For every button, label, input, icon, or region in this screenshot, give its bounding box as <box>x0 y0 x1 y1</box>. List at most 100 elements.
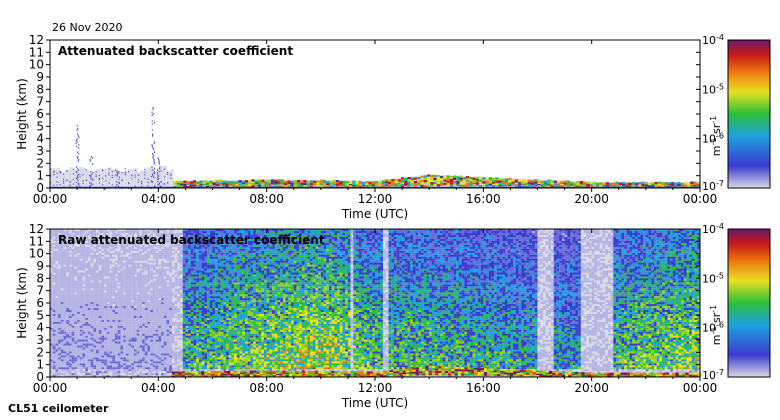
layer-cell <box>304 180 307 182</box>
noise-cell <box>161 304 164 306</box>
noise-cell <box>125 168 126 169</box>
noise-cell <box>88 345 91 347</box>
noise-cell <box>142 263 145 265</box>
noise-cell <box>77 288 80 290</box>
noise-cell <box>129 294 132 296</box>
noise-cell <box>126 312 129 314</box>
layer-cell <box>482 183 485 185</box>
noise-cell <box>177 306 180 308</box>
layer-cell <box>616 184 619 186</box>
noise-cell <box>131 371 134 373</box>
noise-cell <box>107 278 110 280</box>
noise-cell <box>161 268 164 270</box>
noise-cell <box>137 276 140 278</box>
noise-cell <box>123 304 126 306</box>
noise-cell <box>109 182 110 183</box>
noise-cell <box>80 253 83 255</box>
noise-cell <box>137 371 140 373</box>
noise-cell <box>180 355 183 357</box>
noise-cell <box>93 282 96 284</box>
noise-cell <box>66 263 69 265</box>
noise-cell <box>80 296 83 298</box>
noise-cell <box>53 369 56 371</box>
noise-cell <box>58 302 61 304</box>
noise-cell <box>107 371 110 373</box>
noise-cell <box>126 334 129 336</box>
noise-cell <box>99 314 102 316</box>
noise-cell <box>164 355 167 357</box>
noise-cell <box>145 266 148 268</box>
noise-cell <box>164 300 167 302</box>
noise-cell <box>83 255 86 257</box>
noise-cell <box>120 332 123 334</box>
noise-cell <box>74 282 77 284</box>
noise-cell <box>101 322 104 324</box>
noise-cell <box>118 171 119 172</box>
noise-cell <box>80 349 83 351</box>
noise-cell <box>80 257 83 259</box>
noise-cell <box>96 326 99 328</box>
noise-cell <box>107 310 110 312</box>
noise-cell <box>150 353 153 355</box>
noise-cell <box>64 306 67 308</box>
noise-cell <box>101 334 104 336</box>
noise-cell <box>161 341 164 343</box>
spike-cell <box>92 157 93 159</box>
noise-cell <box>129 261 132 263</box>
noise-cell <box>172 351 175 353</box>
noise-cell <box>131 288 134 290</box>
noise-cell <box>96 371 99 373</box>
spike-cell <box>116 171 117 173</box>
noise-cell <box>93 349 96 351</box>
noise-cell <box>153 257 156 259</box>
noise-cell <box>150 341 153 343</box>
noise-cell <box>85 268 88 270</box>
noise-cell <box>58 355 61 357</box>
noise-cell <box>101 373 104 375</box>
noise-cell <box>88 355 91 357</box>
layer-cell <box>235 181 238 183</box>
noise-cell <box>148 278 151 280</box>
noise-cell <box>83 304 86 306</box>
noise-cell <box>77 278 80 280</box>
layer-cell <box>492 185 495 187</box>
noise-cell <box>53 332 56 334</box>
noise-cell <box>164 324 167 326</box>
noise-cell <box>80 284 83 286</box>
noise-cell <box>101 318 104 320</box>
noise-cell <box>79 174 80 175</box>
noise-cell <box>69 302 72 304</box>
noise-cell <box>137 320 140 322</box>
noise-cell <box>148 296 151 298</box>
noise-cell <box>177 286 180 288</box>
noise-cell <box>145 306 148 308</box>
noise-cell <box>126 276 129 278</box>
noise-cell <box>177 347 180 349</box>
noise-cell <box>137 298 140 300</box>
noise-cell <box>118 268 121 270</box>
noise-cell <box>161 369 164 371</box>
layer-cell <box>278 179 281 181</box>
noise-cell <box>58 345 61 347</box>
noise-cell <box>123 266 126 268</box>
layer-cell <box>482 177 485 179</box>
spike-cell <box>159 171 160 173</box>
noise-cell <box>134 341 137 343</box>
noise-cell <box>63 182 64 183</box>
noise-cell <box>93 304 96 306</box>
noise-cell <box>172 302 175 304</box>
noise-cell <box>110 340 113 342</box>
noise-cell <box>64 278 67 280</box>
noise-cell <box>145 349 148 351</box>
noise-cell <box>115 312 118 314</box>
noise-cell <box>131 284 134 286</box>
noise-cell <box>153 320 156 322</box>
noise-cell <box>112 365 115 367</box>
noise-cell <box>166 302 169 304</box>
noise-cell <box>134 353 137 355</box>
noise-cell <box>177 340 180 342</box>
noise-cell <box>129 355 132 357</box>
haze-cell <box>73 169 76 188</box>
noise-cell <box>148 276 151 278</box>
layer-cell <box>596 183 599 185</box>
